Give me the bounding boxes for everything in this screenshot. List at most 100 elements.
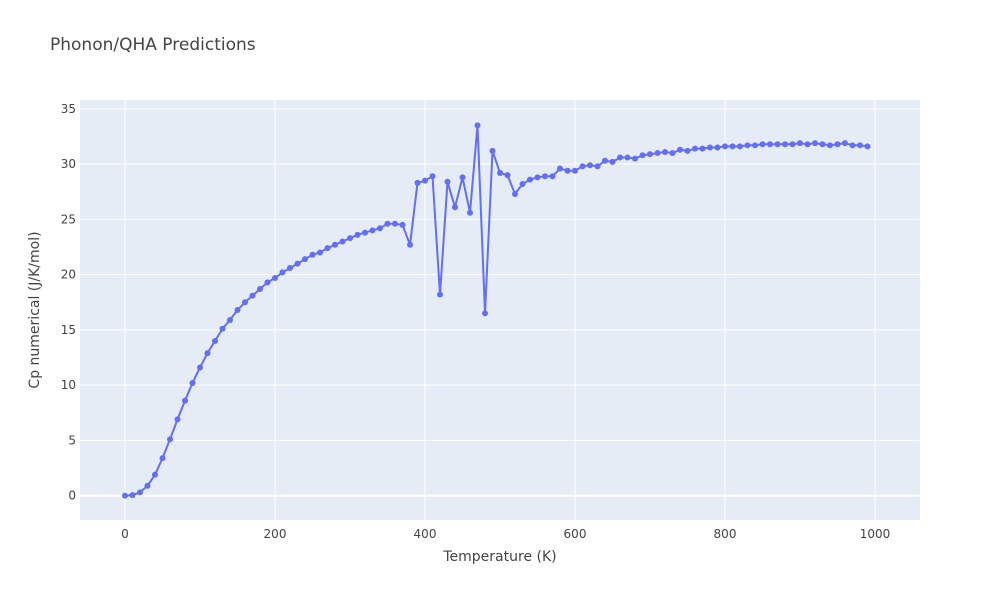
data-point — [204, 350, 211, 357]
data-point — [377, 225, 383, 232]
data-point — [324, 245, 331, 252]
data-point — [864, 143, 871, 150]
data-point — [722, 143, 728, 150]
y-axis-title: Cp numerical (J/K/mol) — [27, 231, 43, 388]
y-tick-label: 30 — [61, 157, 76, 171]
data-point — [579, 163, 586, 170]
y-tick-label: 5 — [68, 433, 76, 447]
data-point — [437, 291, 443, 298]
data-point — [197, 364, 203, 371]
data-point — [317, 249, 323, 256]
data-point — [212, 337, 218, 344]
y-tick-label: 20 — [61, 268, 76, 282]
data-point — [527, 176, 533, 183]
data-point — [272, 274, 278, 281]
y-tick-label: 35 — [61, 102, 76, 116]
data-point — [167, 436, 173, 443]
data-point — [519, 181, 526, 187]
data-point — [797, 140, 803, 147]
plot-area — [80, 100, 920, 520]
data-point — [257, 286, 263, 292]
data-point — [399, 221, 406, 228]
data-point — [512, 190, 518, 197]
data-point — [189, 379, 196, 386]
data-point — [602, 157, 608, 164]
data-point — [834, 141, 841, 148]
data-point — [137, 489, 143, 496]
data-point — [587, 162, 593, 169]
data-point — [759, 141, 766, 148]
data-point — [624, 154, 631, 161]
data-point — [504, 172, 511, 179]
data-point — [159, 455, 166, 462]
data-point — [789, 141, 796, 148]
data-point — [594, 163, 601, 170]
data-point — [699, 145, 706, 152]
data-point — [302, 256, 308, 263]
data-point — [362, 229, 368, 236]
data-point — [684, 147, 691, 154]
data-point — [309, 251, 316, 258]
x-tick-labels: 0 200 400 600 800 1000 — [121, 527, 890, 541]
data-point — [452, 204, 458, 211]
y-tick-labels: 0 5 10 15 20 25 30 35 — [61, 102, 76, 503]
data-point — [482, 310, 488, 317]
data-point — [744, 142, 751, 149]
series-points — [122, 122, 871, 499]
data-point — [549, 173, 556, 180]
data-point — [489, 147, 496, 154]
y-gridlines — [80, 108, 920, 497]
data-point — [407, 241, 413, 248]
data-point — [737, 143, 743, 150]
x-axis-title: Temperature (K) — [442, 549, 556, 565]
data-point — [729, 143, 736, 150]
x-tick-label: 400 — [414, 527, 437, 541]
data-point — [122, 492, 128, 499]
data-point — [444, 178, 451, 185]
data-point — [669, 150, 676, 157]
data-point — [707, 144, 713, 151]
data-point — [287, 265, 293, 271]
data-point — [654, 150, 661, 157]
data-point — [422, 177, 428, 184]
data-point — [767, 141, 773, 148]
data-point — [774, 141, 781, 148]
chart-title: Phonon/QHA Predictions — [50, 35, 256, 55]
y-tick-label: 10 — [61, 378, 76, 392]
data-point — [572, 167, 578, 174]
data-point — [174, 416, 181, 423]
data-point — [662, 148, 668, 155]
data-point — [152, 471, 158, 478]
data-point — [842, 140, 848, 147]
data-point — [339, 238, 346, 245]
data-point — [264, 279, 271, 286]
y-tick-label: 0 — [68, 489, 76, 503]
data-point — [534, 174, 541, 181]
data-point — [242, 299, 248, 306]
data-point — [714, 144, 721, 151]
data-point — [497, 169, 503, 176]
data-point — [647, 151, 653, 158]
x-tick-label: 600 — [564, 527, 587, 541]
data-point — [827, 142, 833, 149]
data-point — [392, 220, 398, 227]
data-point — [227, 316, 233, 323]
data-point — [557, 165, 563, 172]
data-point — [804, 141, 811, 148]
data-point — [429, 173, 436, 180]
data-point — [474, 122, 481, 129]
data-point — [467, 209, 473, 216]
data-point — [182, 397, 188, 404]
data-point — [459, 174, 466, 181]
data-point — [332, 241, 338, 248]
data-point — [279, 269, 286, 276]
data-point — [219, 325, 226, 332]
data-point — [782, 141, 788, 148]
x-tick-label: 200 — [264, 527, 287, 541]
data-point — [849, 142, 856, 149]
data-point — [354, 231, 361, 238]
y-tick-label: 25 — [61, 212, 76, 226]
data-point — [414, 179, 421, 186]
data-point — [347, 235, 353, 242]
